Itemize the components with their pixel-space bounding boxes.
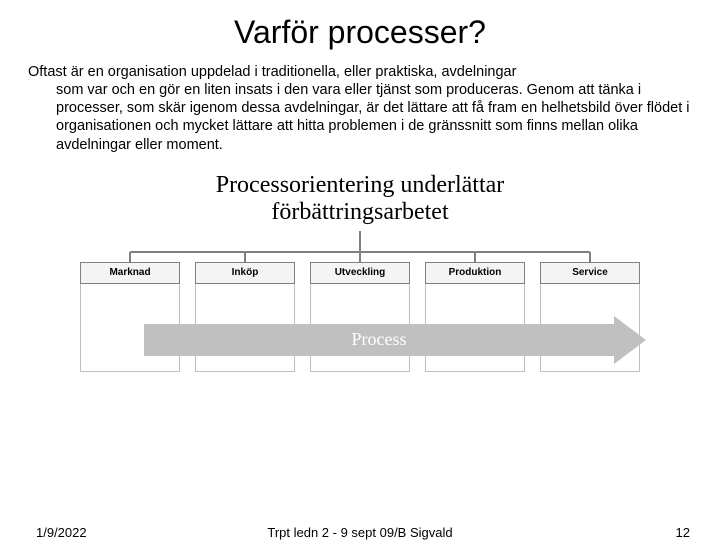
- department-label: Inköp: [195, 262, 295, 284]
- department-label: Utveckling: [310, 262, 410, 284]
- diagram-heading-line2: förbättringsarbetet: [80, 199, 640, 227]
- connector-drop: [129, 252, 131, 262]
- footer-page-number: 12: [676, 525, 690, 540]
- paragraph-first-line: Oftast är en organisation uppdelad i tra…: [28, 64, 516, 80]
- process-arrow-body: Process: [144, 324, 614, 356]
- department-label: Service: [540, 262, 640, 284]
- process-arrow-label: Process: [352, 329, 407, 350]
- diagram-heading: Processorientering underlättar förbättri…: [80, 172, 640, 227]
- footer-date: 1/9/2022: [36, 525, 87, 540]
- slide-footer: 1/9/2022 Trpt ledn 2 - 9 sept 09/B Sigva…: [0, 525, 720, 540]
- connector-drop: [589, 252, 591, 262]
- connector-drop: [359, 252, 361, 262]
- department-label: Marknad: [80, 262, 180, 284]
- slide-title: Varför processer?: [0, 14, 720, 51]
- process-diagram: Processorientering underlättar förbättri…: [80, 172, 640, 372]
- department-label: Produktion: [425, 262, 525, 284]
- body-paragraph: Oftast är en organisation uppdelad i tra…: [28, 63, 692, 154]
- diagram-heading-line1: Processorientering underlättar: [80, 172, 640, 200]
- connector-drop: [474, 252, 476, 262]
- process-arrow-head: [614, 316, 646, 364]
- connector-drop: [244, 252, 246, 262]
- connector-vertical: [359, 231, 361, 251]
- paragraph-continuation: som var och en gör en liten insats i den…: [28, 81, 692, 154]
- process-arrow: Process: [144, 324, 646, 356]
- department-columns-wrap: Marknad Inköp Utveckling Produktion Serv: [80, 252, 640, 372]
- footer-center: Trpt ledn 2 - 9 sept 09/B Sigvald: [0, 525, 720, 540]
